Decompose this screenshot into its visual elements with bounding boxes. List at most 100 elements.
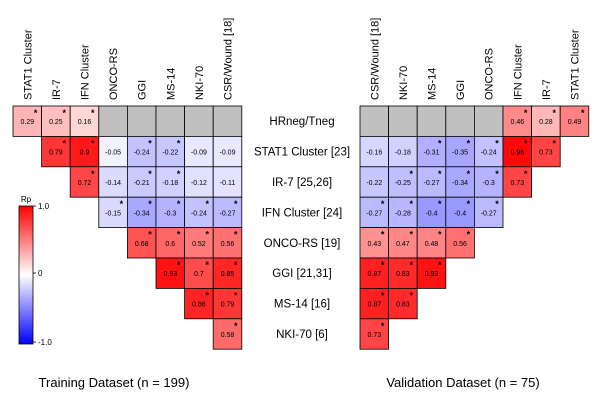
cell-value: -0.4 xyxy=(425,210,437,217)
cell-value: 0.49 xyxy=(568,119,582,126)
column-label: IFN Cluster xyxy=(512,44,524,100)
heatmap-cell xyxy=(184,135,214,168)
heatmap-cell xyxy=(155,196,186,228)
significance-star: * xyxy=(205,290,209,300)
heatmap-cell xyxy=(12,105,43,137)
significance-star: * xyxy=(234,230,238,240)
significance-star: * xyxy=(381,230,385,240)
cell-value: -0.34 xyxy=(134,210,150,217)
cell-value: 0.56 xyxy=(453,241,467,248)
cell-value: 0.85 xyxy=(221,271,235,278)
significance-star: * xyxy=(177,260,181,270)
empty-cell xyxy=(127,105,157,137)
empty-cell xyxy=(416,105,447,137)
significance-star: * xyxy=(234,321,238,331)
heatmap-cell xyxy=(69,135,100,168)
column-label: CSR/Wound [18] xyxy=(223,18,235,100)
cell-value: 0.83 xyxy=(396,271,410,278)
column-label: NKI-70 xyxy=(398,66,410,100)
significance-star: * xyxy=(205,199,209,209)
cell-value: 0.73 xyxy=(367,332,381,339)
row-label: ONCO-RS [19] xyxy=(264,238,341,250)
empty-cell xyxy=(388,105,418,137)
cell-value: 0.9 xyxy=(80,150,90,157)
cell-value: -0.21 xyxy=(134,180,150,187)
row-label: MS-14 [16] xyxy=(274,299,330,311)
cell-value: -0.24 xyxy=(481,150,497,157)
heatmap-cell xyxy=(559,105,590,137)
significance-star: * xyxy=(495,138,499,148)
cell-value: -0.3 xyxy=(483,180,495,187)
column-label: GGI xyxy=(137,80,149,100)
cell-value: -0.35 xyxy=(452,150,468,157)
heatmap-cell xyxy=(127,196,157,228)
empty-cell xyxy=(98,105,128,137)
heatmap-cell xyxy=(445,196,475,228)
heatmap-cell xyxy=(359,318,390,350)
significance-star: * xyxy=(177,169,181,179)
significance-star: * xyxy=(91,108,95,118)
significance-star: * xyxy=(581,108,585,118)
cell-value: -0.31 xyxy=(424,150,440,157)
cell-value: 0.79 xyxy=(49,150,63,157)
empty-cell xyxy=(445,105,475,137)
cell-value: -0.27 xyxy=(220,210,236,217)
heatmap-cell xyxy=(155,135,186,168)
column-label: MS-14 xyxy=(165,68,177,100)
heatmap-cell xyxy=(127,227,157,259)
row-label: HRneg/Tneg xyxy=(269,116,334,128)
empty-cell xyxy=(212,105,243,137)
heatmap-cell xyxy=(388,227,418,259)
significance-star: * xyxy=(438,138,442,148)
significance-star: * xyxy=(495,169,499,179)
cell-value: 0.52 xyxy=(192,241,206,248)
heatmap-cell xyxy=(502,105,533,137)
cell-value: -0.28 xyxy=(395,210,411,217)
heatmap-cell xyxy=(473,196,504,228)
cell-value: 0.87 xyxy=(367,271,381,278)
heatmap-cell xyxy=(212,196,243,228)
heatmap-cell xyxy=(184,227,214,259)
cell-value: 0.93 xyxy=(163,271,177,278)
significance-star: * xyxy=(381,290,385,300)
legend-max-label: 1.0 xyxy=(38,202,50,211)
validation-dataset-title: Validation Dataset (n = 75) xyxy=(386,375,539,390)
training-dataset-title: Training Dataset (n = 199) xyxy=(39,375,190,390)
column-label: STAT1 Cluster xyxy=(22,29,34,100)
heatmap-cell xyxy=(212,166,243,198)
cell-value: -0.12 xyxy=(191,180,207,187)
cell-value: -0.25 xyxy=(395,180,411,187)
column-label: NKI-70 xyxy=(194,66,206,100)
cell-value: 0.73 xyxy=(510,180,524,187)
cell-value: -0.09 xyxy=(220,150,236,157)
significance-star: * xyxy=(34,108,38,118)
significance-star: * xyxy=(177,199,181,209)
legend-mid-label: 0 xyxy=(38,269,43,278)
significance-star: * xyxy=(495,199,499,209)
cell-value: 0.96 xyxy=(510,150,524,157)
cell-value: -0.09 xyxy=(191,150,207,157)
cell-value: -0.27 xyxy=(424,180,440,187)
significance-star: * xyxy=(467,138,471,148)
cell-value: -0.18 xyxy=(395,150,411,157)
heatmap-cell xyxy=(212,227,243,259)
empty-cell xyxy=(473,105,504,137)
column-label: STAT1 Cluster xyxy=(570,29,582,100)
significance-star: * xyxy=(381,321,385,331)
significance-star: * xyxy=(91,169,95,179)
significance-star: * xyxy=(234,260,238,270)
cell-value: -0.4 xyxy=(454,210,466,217)
significance-star: * xyxy=(467,199,471,209)
heatmap-cell xyxy=(416,227,447,259)
heatmap-cell xyxy=(531,135,561,168)
heatmap-cell xyxy=(445,227,475,259)
cell-value: 0.93 xyxy=(425,271,439,278)
cell-value: 0.48 xyxy=(425,241,439,248)
cell-value: -0.18 xyxy=(162,180,178,187)
cell-value: 0.72 xyxy=(78,180,92,187)
cell-value: -0.15 xyxy=(105,210,121,217)
heatmap-cell xyxy=(359,135,390,168)
heatmap-cell xyxy=(184,166,214,198)
significance-star: * xyxy=(62,138,66,148)
